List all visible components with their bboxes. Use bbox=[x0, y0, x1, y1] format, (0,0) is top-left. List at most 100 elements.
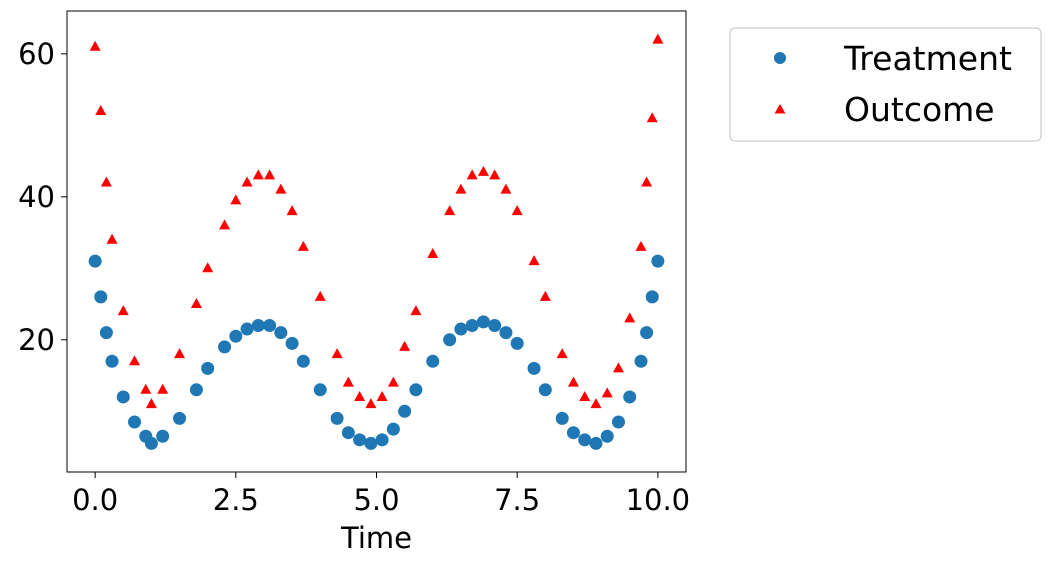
treatment-point bbox=[88, 254, 102, 268]
treatment-point bbox=[263, 318, 277, 332]
outcome-point bbox=[129, 355, 141, 366]
treatment-point bbox=[623, 390, 637, 404]
treatment-point bbox=[426, 354, 440, 368]
outcome-point bbox=[117, 305, 129, 316]
outcome-point bbox=[500, 183, 512, 194]
treatment-point bbox=[189, 383, 203, 397]
outcome-point bbox=[140, 383, 152, 394]
treatment-point bbox=[465, 318, 479, 332]
y-tick-label: 20 bbox=[18, 323, 55, 357]
x-axis-ticks: 0.0 2.5 5.0 7.5 10.0 bbox=[72, 472, 690, 517]
treatment-point bbox=[566, 426, 580, 440]
treatment-point bbox=[173, 411, 187, 425]
legend-marker-outcome bbox=[774, 104, 786, 114]
treatment-point bbox=[589, 436, 603, 450]
outcome-point bbox=[219, 219, 231, 230]
treatment-point bbox=[229, 329, 243, 343]
outcome-point bbox=[264, 169, 276, 180]
legend-box bbox=[729, 27, 1042, 142]
treatment-point bbox=[353, 433, 367, 447]
outcome-point bbox=[106, 233, 118, 244]
treatment-point bbox=[398, 404, 412, 418]
y-tick-label: 60 bbox=[18, 37, 55, 71]
treatment-point bbox=[375, 433, 389, 447]
outcome-point bbox=[489, 169, 501, 180]
outcome-point bbox=[230, 194, 242, 205]
outcome-point bbox=[100, 176, 112, 187]
outcome-point bbox=[89, 40, 101, 51]
y-tick-label: 40 bbox=[18, 180, 55, 214]
outcome-point bbox=[376, 390, 388, 401]
treatment-point bbox=[538, 383, 552, 397]
treatment-point bbox=[611, 415, 625, 429]
treatment-point bbox=[600, 429, 614, 443]
treatment-point bbox=[99, 326, 113, 340]
treatment-point bbox=[105, 354, 119, 368]
x-tick-label: 10.0 bbox=[626, 483, 691, 517]
treatment-point bbox=[240, 322, 254, 336]
outcome-point bbox=[444, 205, 456, 216]
treatment-point bbox=[443, 333, 457, 347]
x-tick-label: 7.5 bbox=[494, 483, 540, 517]
outcome-point bbox=[624, 312, 636, 323]
treatment-point bbox=[409, 383, 423, 397]
outcome-point bbox=[646, 112, 658, 123]
outcome-point bbox=[427, 248, 439, 259]
outcome-point bbox=[365, 398, 377, 409]
outcome-point bbox=[579, 390, 591, 401]
outcome-point bbox=[556, 348, 568, 359]
legend: Treatment Outcome bbox=[729, 27, 1042, 142]
treatment-point bbox=[218, 340, 232, 354]
treatment-point bbox=[578, 433, 592, 447]
outcome-series bbox=[89, 33, 664, 409]
outcome-point bbox=[528, 255, 540, 266]
outcome-point bbox=[297, 240, 309, 251]
treatment-point bbox=[476, 315, 490, 329]
outcome-point bbox=[641, 176, 653, 187]
treatment-point bbox=[364, 436, 378, 450]
outcome-point bbox=[286, 205, 298, 216]
treatment-point bbox=[274, 326, 288, 340]
outcome-point bbox=[511, 205, 523, 216]
treatment-point bbox=[128, 415, 142, 429]
legend-label-outcome: Outcome bbox=[844, 90, 995, 129]
outcome-point bbox=[466, 169, 478, 180]
treatment-point bbox=[116, 390, 130, 404]
treatment-point bbox=[651, 254, 665, 268]
x-tick-label: 5.0 bbox=[353, 483, 399, 517]
treatment-point bbox=[510, 336, 524, 350]
x-tick-label: 2.5 bbox=[213, 483, 259, 517]
outcome-point bbox=[331, 348, 343, 359]
outcome-point bbox=[190, 298, 202, 309]
outcome-point bbox=[410, 305, 422, 316]
treatment-point bbox=[285, 336, 299, 350]
treatment-point bbox=[499, 326, 513, 340]
y-axis-ticks: 20 40 60 bbox=[18, 37, 67, 357]
legend-label-treatment: Treatment bbox=[843, 39, 1012, 78]
outcome-point bbox=[539, 290, 551, 301]
outcome-point bbox=[590, 398, 602, 409]
treatment-point bbox=[296, 354, 310, 368]
treatment-point bbox=[634, 354, 648, 368]
outcome-point bbox=[652, 33, 664, 44]
outcome-point bbox=[241, 176, 253, 187]
outcome-point bbox=[202, 262, 214, 273]
outcome-point bbox=[354, 390, 366, 401]
plot-frame bbox=[66, 10, 687, 473]
treatment-point bbox=[454, 322, 468, 336]
treatment-point bbox=[201, 361, 215, 375]
treatment-point bbox=[330, 411, 344, 425]
outcome-point bbox=[314, 290, 326, 301]
outcome-point bbox=[455, 183, 467, 194]
treatment-point bbox=[555, 411, 569, 425]
outcome-point bbox=[157, 383, 169, 394]
outcome-point bbox=[387, 376, 399, 387]
treatment-point bbox=[251, 318, 265, 332]
outcome-point bbox=[95, 105, 107, 116]
legend-marker-treatment bbox=[774, 52, 786, 64]
treatment-point bbox=[144, 436, 158, 450]
treatment-point bbox=[313, 383, 327, 397]
outcome-point bbox=[342, 376, 354, 387]
treatment-point bbox=[488, 318, 502, 332]
treatment-point bbox=[94, 290, 108, 304]
